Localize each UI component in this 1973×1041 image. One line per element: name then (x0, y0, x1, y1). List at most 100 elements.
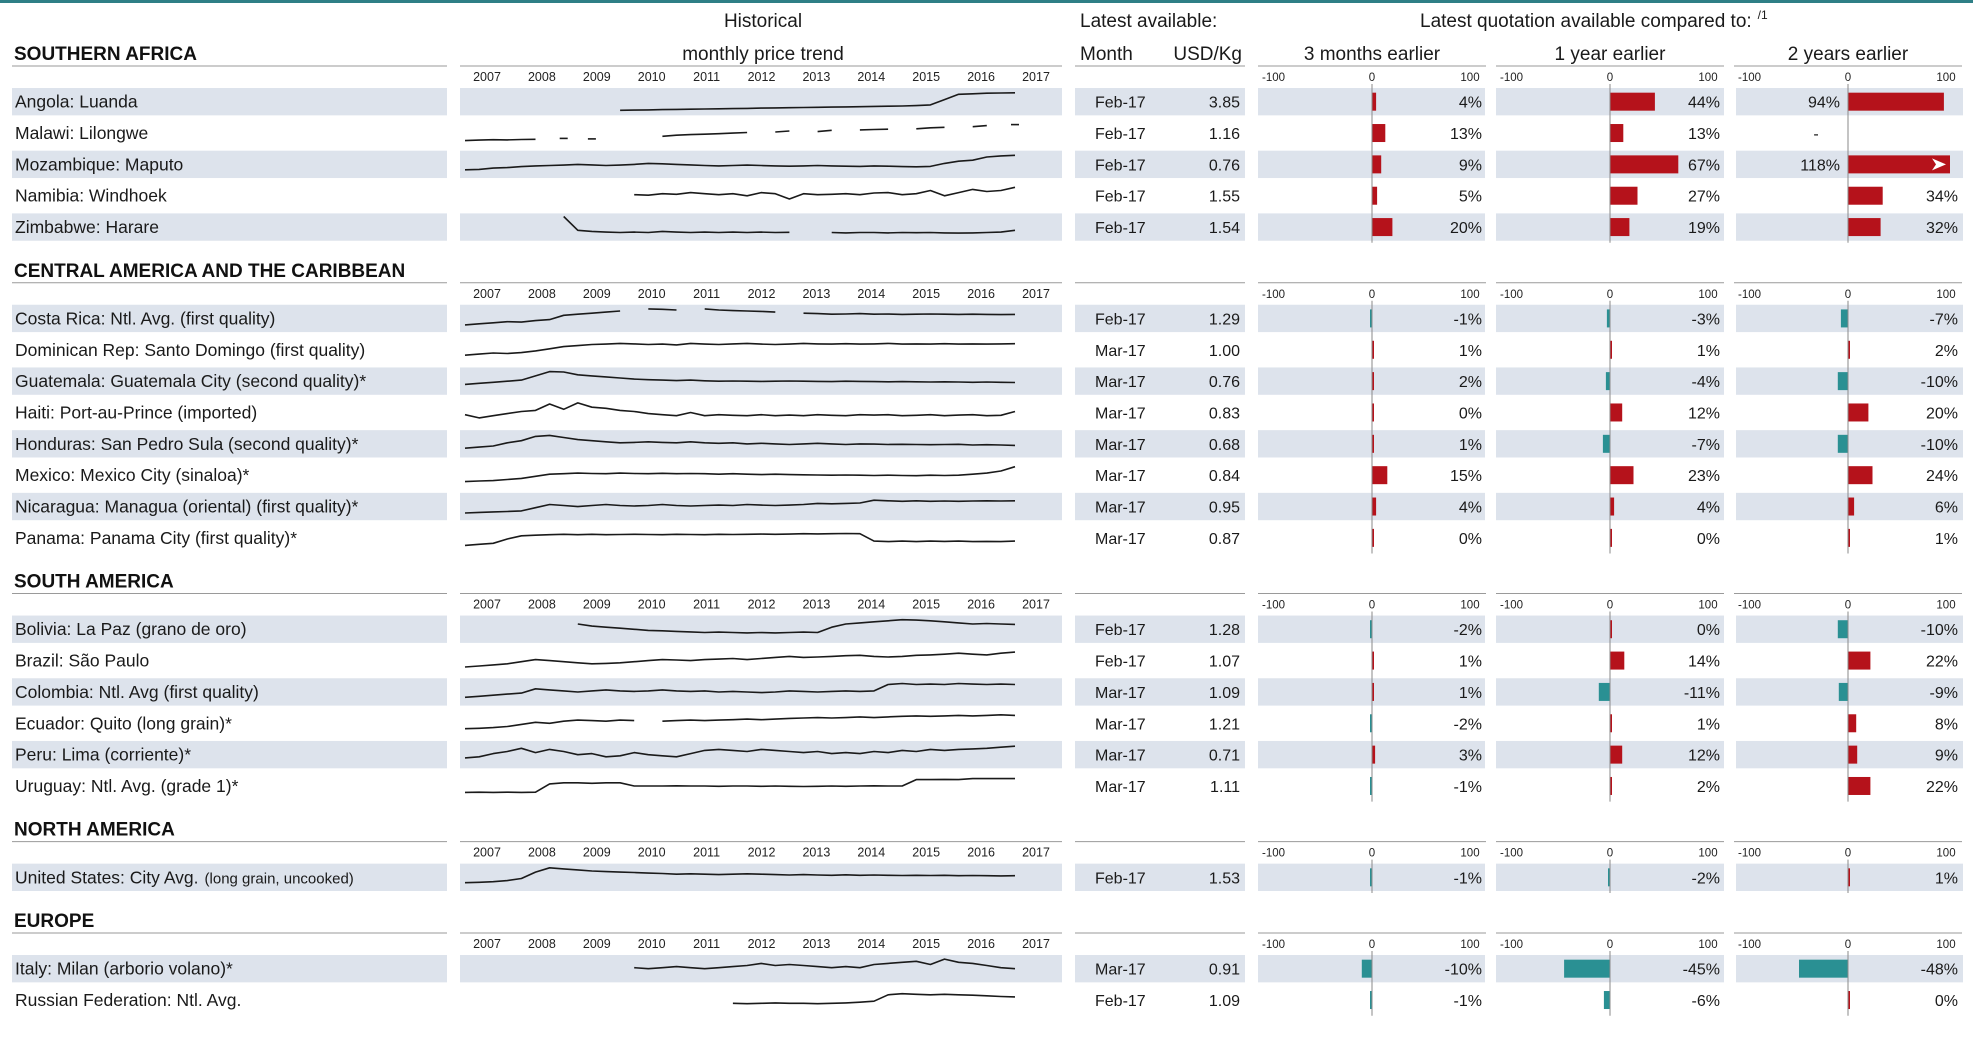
year-tick-label: 2010 (638, 937, 666, 951)
year-tick-label: 2014 (857, 598, 885, 612)
trend-line (464, 682, 1016, 699)
latest-month: Feb-17 (1095, 311, 1146, 328)
row-band (1075, 492, 1245, 521)
year-tick-label: 2014 (857, 70, 885, 84)
column-headers: Historical monthly price trend Latest av… (682, 8, 1909, 65)
axis-tick-zero-y1: 0 (1607, 289, 1613, 301)
header-col-2y: 2 years earlier (1788, 44, 1909, 65)
trend-line (464, 499, 1016, 514)
axis-tick-max-y1: 100 (1698, 289, 1717, 301)
latest-month: Feb-17 (1095, 126, 1146, 143)
trend-line (704, 308, 776, 313)
year-tick-label: 2014 (857, 287, 885, 301)
bar-label-y1: -45% (1683, 962, 1720, 979)
table-row: Honduras: San Pedro Sula (second quality… (12, 430, 1963, 458)
bar-y2 (1848, 340, 1850, 359)
bar-label-y1: 23% (1688, 468, 1720, 485)
bar-y1 (1602, 434, 1610, 453)
latest-month: Mar-17 (1095, 962, 1146, 979)
year-tick-label: 2017 (1022, 937, 1050, 951)
header-usd-kg: USD/Kg (1173, 44, 1242, 65)
table-row: Russian Federation: Ntl. Avg. Feb-17 1.09 -… (15, 990, 1958, 1010)
bar-label-y1: 1% (1697, 343, 1720, 360)
bar-y1 (1608, 868, 1610, 887)
latest-price: 1.07 (1209, 654, 1240, 671)
bar-m3 (1370, 868, 1372, 887)
bar-y1 (1610, 124, 1624, 143)
row-label-suffix: (long grain, uncooked) (205, 870, 354, 887)
axis-tick-min-y1: -100 (1500, 600, 1523, 612)
trend-line (464, 651, 1016, 668)
year-tick-label: 2008 (528, 70, 556, 84)
bar-label-y1: 14% (1688, 654, 1720, 671)
latest-month: Mar-17 (1095, 685, 1146, 702)
table-row: Guatemala: Guatemala City (second qualit… (12, 367, 1963, 395)
year-tick-label: 2007 (473, 937, 501, 951)
header-historical-line1: Historical (724, 11, 802, 32)
year-tick-label: 2017 (1022, 846, 1050, 860)
row-label-text: Brazil: São Paulo (15, 651, 149, 671)
bar-label-y1: 1% (1697, 716, 1720, 733)
bar-m3 (1370, 309, 1372, 328)
bar-y2 (1848, 497, 1855, 516)
year-tick-label: 2016 (967, 287, 995, 301)
axis-tick-min-m3: -100 (1262, 72, 1285, 84)
bar-label-m3: 1% (1459, 343, 1482, 360)
bar-label-y1: -4% (1692, 374, 1720, 391)
row-label-text: Zimbabwe: Harare (15, 217, 159, 237)
bar-y1 (1610, 340, 1612, 359)
latest-price: 0.76 (1209, 157, 1240, 174)
bar-label-y2: 118% (1800, 157, 1840, 174)
row-band (12, 430, 447, 458)
section-title: NORTH AMERICA (14, 820, 175, 841)
year-tick-label: 2012 (748, 846, 776, 860)
section-3: NORTH AMERICA United States: City Avg. (lo… (12, 820, 1963, 893)
row-label-text: Malawi: Lilongwe (15, 123, 148, 143)
latest-price: 1.53 (1209, 870, 1240, 887)
latest-month: Feb-17 (1095, 993, 1146, 1010)
latest-price: 1.00 (1209, 343, 1240, 360)
table-row: Namibia: Windhoek Feb-17 1.55 5% 27% 34% (15, 186, 1958, 206)
latest-price: 1.55 (1209, 189, 1240, 206)
latest-month: Mar-17 (1095, 437, 1146, 454)
bar-label-y2: -10% (1921, 437, 1958, 454)
axis-tick-max-y1: 100 (1698, 600, 1717, 612)
trend-line (464, 154, 1016, 171)
bar-y2 (1848, 155, 1950, 174)
latest-price: 1.11 (1210, 779, 1240, 796)
bar-y1 (1610, 403, 1623, 422)
table-row: Brazil: São Paulo Feb-17 1.07 1% 14% 22% (15, 651, 1958, 671)
bar-y1 (1598, 682, 1610, 701)
bar-label-m3: -1% (1454, 870, 1482, 887)
latest-month: Feb-17 (1095, 157, 1146, 174)
row-label: Costa Rica: Ntl. Avg. (first quality) (15, 308, 275, 328)
year-tick-label: 2015 (912, 598, 940, 612)
row-label: Brazil: São Paulo (15, 651, 149, 671)
bar-y1 (1610, 155, 1679, 174)
bar-label-y2: 1% (1935, 531, 1958, 548)
row-label: Zimbabwe: Harare (15, 217, 159, 237)
row-band (1736, 304, 1963, 333)
bar-y1 (1610, 620, 1612, 639)
row-band (12, 678, 447, 706)
axis-tick-min-m3: -100 (1262, 600, 1285, 612)
bar-y2 (1848, 651, 1871, 670)
row-label: Mexico: Mexico City (sinaloa)* (15, 465, 250, 485)
axis-tick-max-y2: 100 (1936, 848, 1955, 860)
row-band (460, 304, 1062, 333)
year-tick-label: 2009 (583, 287, 611, 301)
bar-y2 (1838, 682, 1848, 701)
row-label-text: Colombia: Ntl. Avg (first quality) (15, 682, 259, 702)
bar-m3 (1372, 434, 1374, 453)
year-tick-label: 2016 (967, 937, 995, 951)
bar-y1 (1610, 528, 1612, 547)
trend-line (620, 92, 1016, 112)
header-col-3m: 3 months earlier (1304, 44, 1441, 65)
row-label: Honduras: San Pedro Sula (second quality… (15, 434, 359, 454)
section-1: CENTRAL AMERICA AND THE CARIBBEAN Panama:… (12, 261, 1963, 554)
bar-y1 (1610, 218, 1630, 237)
axis-tick-min-m3: -100 (1262, 939, 1285, 951)
latest-month: Mar-17 (1095, 716, 1146, 733)
axis-tick-zero-m3: 0 (1369, 289, 1375, 301)
latest-month: Feb-17 (1095, 654, 1146, 671)
